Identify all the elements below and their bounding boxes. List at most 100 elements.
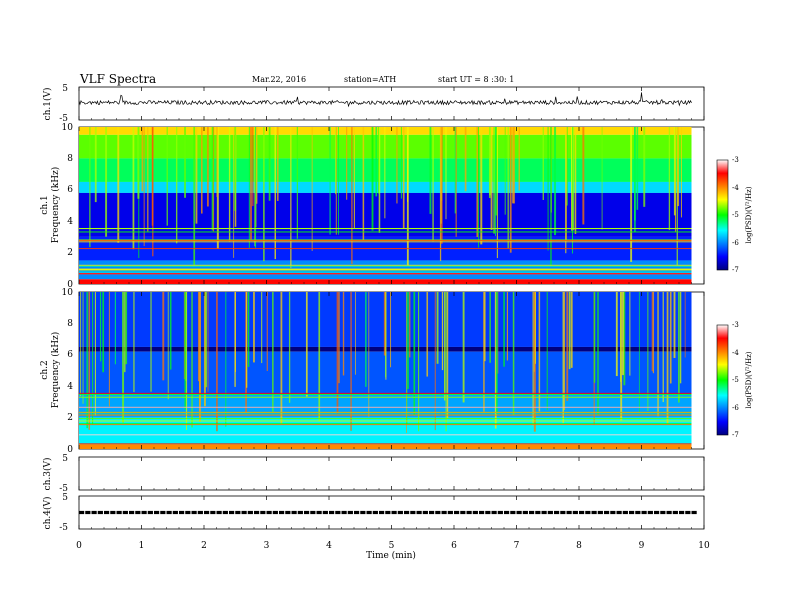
ch4-trace-segment bbox=[316, 510, 322, 515]
ch1-spectrogram-streak bbox=[542, 127, 544, 200]
ch2-spectrogram-streak bbox=[99, 292, 102, 362]
ch1-spectrogram-streak bbox=[346, 127, 348, 200]
ch1-spectrogram-streak bbox=[504, 127, 506, 215]
ch4-trace-segment bbox=[385, 510, 391, 515]
ch4-trace-segment bbox=[441, 510, 447, 515]
ch4-trace-segment bbox=[272, 510, 278, 515]
ch1-spectrogram-streak bbox=[290, 127, 292, 268]
ch1-spectrogram-streak bbox=[496, 127, 498, 259]
station-label: station=ATH bbox=[344, 75, 396, 84]
ch4-trace-segment bbox=[241, 510, 247, 515]
ch1-spectrogram-streak bbox=[195, 127, 198, 224]
ch2-spectrogram-streak bbox=[417, 292, 420, 432]
ch2-spectrogram-streak bbox=[261, 292, 263, 364]
ch4-trace-segment bbox=[416, 510, 422, 515]
start-time-label: start UT = 8 :30: 1 bbox=[438, 75, 514, 84]
ch1-spectrogram-streak bbox=[216, 127, 218, 197]
ch4-trace-segment bbox=[160, 510, 166, 515]
ch2-spectrogram-streak bbox=[535, 292, 536, 364]
xtick-label-1: 1 bbox=[139, 541, 145, 551]
ch2-ytick-2: 2 bbox=[67, 413, 73, 423]
ch4-waveform-trace bbox=[79, 510, 697, 515]
ch2-spectrogram-streak bbox=[532, 292, 534, 426]
ch1-spectrogram-streak bbox=[252, 127, 254, 207]
ch1-spectrogram-line bbox=[79, 241, 692, 243]
ch4-trace-segment bbox=[554, 510, 560, 515]
ch2-spectrogram-streak bbox=[246, 292, 248, 388]
ch1-spectrogram-streak bbox=[147, 127, 149, 232]
ch2-spectrogram-streak bbox=[406, 292, 407, 433]
ch2-spectrogram-line bbox=[79, 406, 692, 408]
ch2-spectrogram-streak bbox=[247, 292, 250, 367]
ch4-trace-segment bbox=[491, 510, 497, 515]
ch1-spectrogram-streak bbox=[550, 127, 552, 266]
ch2-spectrogram bbox=[79, 292, 692, 449]
ch1-spectrogram-streak bbox=[216, 127, 219, 249]
ch1-spectrogram-streak bbox=[143, 127, 145, 247]
ch2-spectrogram-streak bbox=[413, 292, 416, 416]
ch2-spectrogram-streak bbox=[441, 292, 444, 371]
ch2-spectrogram-line bbox=[79, 443, 692, 445]
ch2-spectrogram-streak bbox=[638, 292, 640, 412]
ch1-spectrogram-band-7 bbox=[79, 279, 692, 284]
ch1-spectrogram-streak bbox=[200, 127, 203, 214]
ch1-spectrogram-streak bbox=[276, 127, 279, 201]
ch3-ytick-top: 5 bbox=[62, 454, 68, 464]
ch4-trace-segment bbox=[372, 510, 378, 515]
ch2-spectrogram-streak bbox=[570, 292, 573, 368]
ch4-trace-segment bbox=[129, 510, 135, 515]
ch1-spectrogram-streak bbox=[250, 127, 252, 240]
ch2-spectrogram-streak bbox=[462, 292, 465, 403]
ch2-spectrogram-streak bbox=[167, 292, 169, 400]
ch2-spectrogram-line bbox=[79, 414, 692, 416]
ch4-trace-segment bbox=[360, 510, 366, 515]
ch2-spectrogram-line bbox=[79, 424, 692, 426]
ch4-trace-segment bbox=[691, 510, 697, 515]
ch1-spectrogram-streak bbox=[630, 127, 633, 262]
ch2-spectrogram-streak bbox=[185, 292, 188, 430]
ch4-trace-segment bbox=[660, 510, 666, 515]
ch2-spectrogram-streak bbox=[169, 292, 172, 370]
ch1-spectrogram bbox=[79, 127, 692, 284]
ch1-spectrogram-line bbox=[79, 268, 692, 270]
ch2-spectrogram-streak bbox=[342, 292, 345, 376]
ch4-trace-segment bbox=[397, 510, 403, 515]
ch2-frequency-axis-label: Frequency (kHz) bbox=[50, 332, 61, 409]
ch4-trace-segment bbox=[504, 510, 510, 515]
ch4-trace-segment bbox=[460, 510, 466, 515]
ch4-trace-segment bbox=[560, 510, 566, 515]
ch4-trace-segment bbox=[147, 510, 153, 515]
ch4-trace-segment bbox=[435, 510, 441, 515]
ch1-spectrogram-streak bbox=[480, 127, 483, 245]
ch1-colorbar: -3 -4 -5 -6 -7 log(PSD)(V²/Hz) bbox=[716, 156, 753, 274]
ch1-spectrogram-streak bbox=[233, 127, 235, 258]
ch1-spectrogram-line bbox=[79, 240, 692, 242]
ch4-trace-segment bbox=[579, 510, 585, 515]
ch1-spectrogram-streak bbox=[494, 127, 496, 237]
ch2-spectrogram-streak bbox=[225, 292, 227, 427]
ch2-spectrogram-streak bbox=[568, 292, 571, 370]
ch4-trace-segment bbox=[247, 510, 253, 515]
ch1-spectrogram-streak bbox=[141, 127, 144, 192]
ch1-spectrogram-streak bbox=[676, 127, 678, 266]
ch4-trace-segment bbox=[297, 510, 303, 515]
ch4-trace-segment bbox=[479, 510, 485, 515]
ch1-spectrogram-streak bbox=[464, 127, 467, 192]
ch4-trace-segment bbox=[366, 510, 372, 515]
ch2-spectrogram-streak bbox=[197, 292, 200, 382]
ch2-spectrogram-streak bbox=[125, 292, 128, 365]
ch2-spectrogram-streak bbox=[494, 292, 497, 429]
ch1-spectrogram-streak bbox=[574, 127, 577, 234]
ch4-trace-segment bbox=[679, 510, 685, 515]
ch4-trace-segment bbox=[322, 510, 328, 515]
ch1-spectrogram-streak bbox=[489, 127, 491, 196]
ch2-spectrogram-streak bbox=[593, 292, 596, 383]
ch2-spectrogram-streak bbox=[205, 292, 207, 388]
ch1-spectrogram-streak bbox=[371, 127, 374, 231]
ch1-colorbar-scale bbox=[716, 159, 729, 271]
ch2-spectrogram-streak bbox=[489, 292, 491, 363]
ch1-spectrogram-streak bbox=[495, 127, 498, 216]
ch1-spectrogram-line bbox=[79, 248, 692, 250]
ch1-spectrogram-streak bbox=[89, 127, 91, 248]
ch2-spectrogram-streak bbox=[288, 292, 291, 403]
